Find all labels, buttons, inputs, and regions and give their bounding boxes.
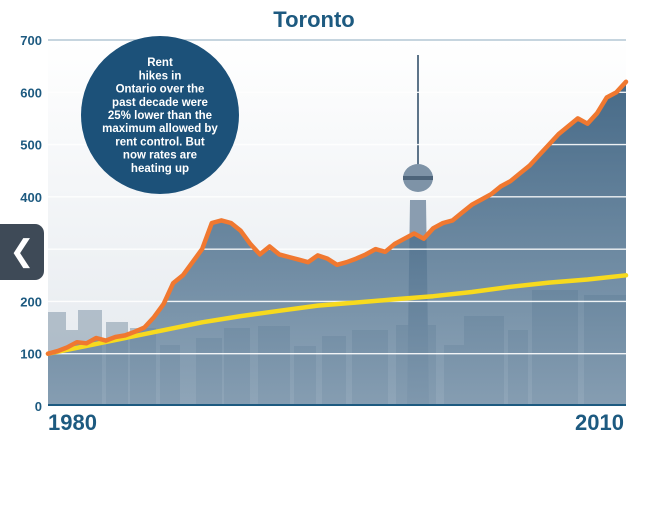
annotation-text: Rent hikes in Ontario over the past decade … [102, 57, 218, 175]
previous-chart-button[interactable]: ❮ [0, 224, 44, 280]
y-tick-label: 400 [20, 190, 42, 205]
annotation-line: past decade were [112, 97, 208, 109]
annotation-line: Rent [147, 57, 173, 69]
y-tick-label: 0 [35, 399, 42, 414]
annotation-line: 25% lower than the [108, 110, 212, 122]
annotation-line: hikes in [139, 70, 182, 82]
annotation-line: now rates are [123, 150, 197, 162]
annotation-line: heating up [131, 163, 189, 175]
rent-control-line [45, 273, 629, 356]
x-tick-label: 2010 [575, 410, 624, 435]
x-axis: 1980 2010 [48, 410, 624, 435]
y-tick-label: 100 [20, 347, 42, 362]
annotation-line: Ontario over the [116, 84, 205, 96]
average-rent-line [45, 79, 629, 356]
annotation-line: maximum allowed by [102, 123, 218, 135]
y-tick-label: 500 [20, 138, 42, 153]
x-axis-line [48, 404, 626, 406]
y-tick-label: 600 [20, 85, 42, 100]
annotation-line: rent control. But [115, 136, 205, 148]
annotation-bubble: Rent hikes in Ontario over the past decade … [81, 36, 239, 194]
y-tick-label: 700 [20, 33, 42, 48]
y-tick-label: 200 [20, 294, 42, 309]
chevron-left-icon: ❮ [9, 234, 35, 269]
chart-title: Toronto [273, 7, 354, 32]
x-tick-label: 1980 [48, 410, 97, 435]
